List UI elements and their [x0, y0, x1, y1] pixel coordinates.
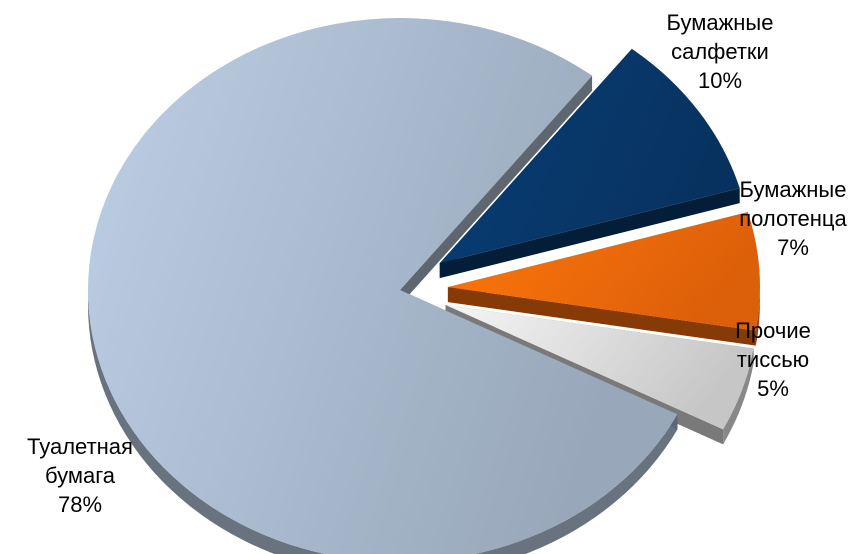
- slice-label-line: Туалетная: [27, 434, 133, 459]
- pie-slice-side-towels: [755, 287, 760, 346]
- pie-slice-toilet-paper: [88, 18, 678, 554]
- slice-value-label: 78%: [57, 492, 103, 517]
- slice-label-napkins: Бумажные салфетки 10%: [640, 8, 800, 95]
- slice-label-line: бумага: [44, 463, 115, 488]
- pie-slice-towels: [447, 212, 760, 331]
- slice-label-toilet-paper: Туалетная бумага 78%: [0, 432, 160, 519]
- slice-label-line: Прочие: [735, 318, 811, 343]
- slice-value-label: 7%: [777, 235, 809, 260]
- slice-label-towels: Бумажные полотенца 7%: [718, 175, 868, 262]
- slice-label-other-tissue: Прочие тиссью 5%: [708, 316, 838, 403]
- pie-slice-edge-toilet-paper: [400, 75, 593, 305]
- pie-slice-napkins: [439, 48, 740, 264]
- slice-label-line: Бумажные: [739, 177, 847, 202]
- pie-slice-other-tissue: [445, 304, 754, 430]
- slice-label-line: полотенца: [739, 206, 847, 231]
- slice-value-label: 10%: [697, 68, 743, 93]
- pie-slice-edge-napkins: [439, 188, 740, 279]
- slice-label-line: салфетки: [671, 39, 769, 64]
- slice-value-label: 5%: [757, 376, 789, 401]
- slice-label-line: тиссью: [736, 347, 810, 372]
- pie-slice-side-other-tissue: [723, 348, 754, 445]
- pie-slice-edge-towels: [447, 287, 756, 346]
- slice-label-line: Бумажные: [666, 10, 774, 35]
